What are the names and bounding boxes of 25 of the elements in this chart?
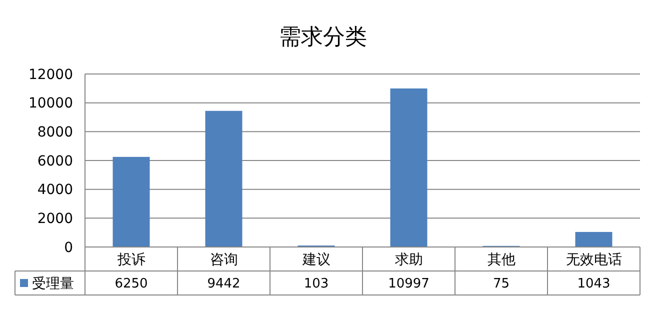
x-tick-label: 其他	[487, 252, 516, 268]
legend-label: 受理量	[32, 276, 74, 292]
x-tick-label: 咨询	[210, 252, 238, 268]
y-tick-label: 2000	[37, 211, 73, 228]
bar	[575, 232, 612, 247]
x-tick-label: 无效电话	[566, 252, 622, 268]
data-label: 6250	[114, 276, 148, 292]
y-tick-label: 8000	[37, 124, 73, 141]
bar	[390, 88, 428, 247]
data-label: 75	[492, 276, 510, 292]
data-label: 9442	[207, 276, 240, 292]
x-tick-label: 建议	[301, 252, 330, 268]
y-tick-label: 4000	[37, 182, 73, 198]
bar	[112, 156, 150, 247]
y-tick-label: 10000	[28, 96, 73, 112]
x-tick-label: 求助	[394, 252, 423, 268]
y-tick-label: 12000	[28, 66, 73, 83]
data-label: 10997	[388, 276, 430, 292]
data-label: 103	[304, 276, 329, 292]
data-label: 1043	[577, 276, 610, 292]
y-tick-label: 0	[64, 240, 73, 256]
x-tick-label: 投诉	[116, 252, 146, 268]
chart-title: 需求分类	[279, 25, 367, 50]
bar	[205, 110, 242, 247]
y-tick-label: 6000	[37, 153, 73, 170]
